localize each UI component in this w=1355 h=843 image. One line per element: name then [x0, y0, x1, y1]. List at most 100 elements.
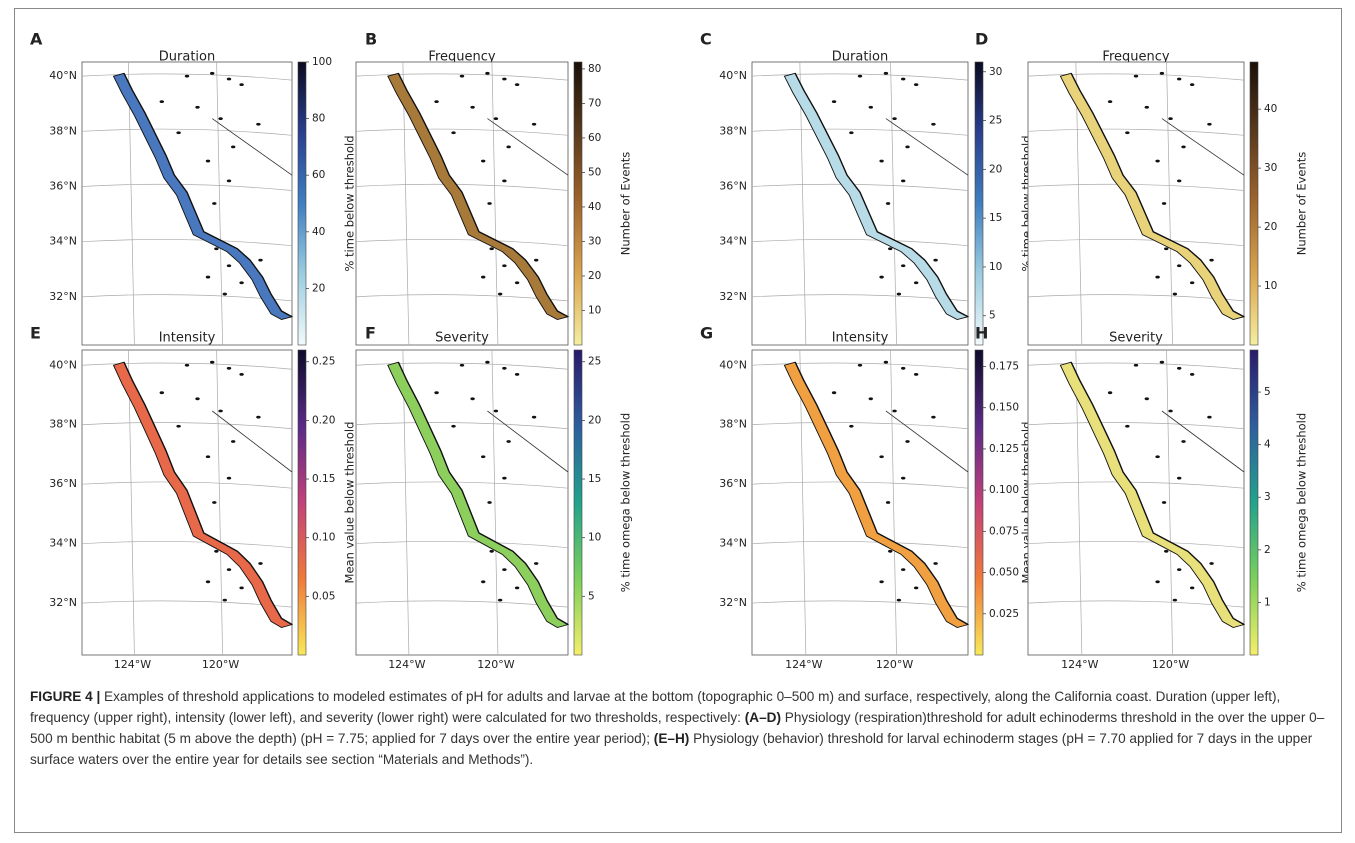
- lon-label: 124°W: [1061, 658, 1098, 671]
- panel: C Duration 40°N 38°N 36°N 34°N 32°N 5 10 15 20 25 30…: [700, 30, 1034, 346]
- lat-label: 38°N: [719, 124, 747, 137]
- graticule-line: [216, 61, 223, 346]
- panel-letter: H: [975, 324, 988, 343]
- colorbar-tick-label: 10: [1264, 280, 1277, 292]
- colorbar-tick-label: 5: [989, 310, 996, 322]
- graticule-line: [355, 541, 569, 549]
- island: [831, 100, 837, 104]
- island: [901, 264, 906, 268]
- graticule-line: [1027, 73, 1245, 81]
- caption-part-label: (E–H): [653, 731, 690, 746]
- graticule-line: [751, 541, 969, 549]
- panel: G Intensity 40°N 38°N 36°N 34°N 32°N 124°W 120°W…: [700, 324, 1034, 672]
- lon-label: 124°W: [785, 658, 822, 671]
- colorbar-label: Number of Events: [1295, 152, 1309, 256]
- lat-label: 40°N: [719, 69, 747, 82]
- island: [502, 568, 507, 571]
- island: [176, 131, 181, 135]
- island: [1155, 159, 1160, 163]
- graticule-line: [890, 61, 897, 346]
- colorbar-tick-label: 0.10: [312, 532, 335, 544]
- graticule-line: [81, 362, 293, 370]
- island: [901, 77, 906, 81]
- island: [210, 360, 215, 364]
- island: [534, 258, 539, 262]
- lat-label: 32°N: [49, 290, 77, 303]
- graticule-line: [128, 61, 135, 346]
- colorbar-tick-label: 25: [989, 115, 1002, 127]
- graticule-line: [128, 349, 135, 656]
- colorbar: [573, 349, 583, 656]
- island: [514, 281, 520, 285]
- graticule-line: [1027, 481, 1245, 489]
- island: [896, 292, 902, 296]
- colorbar: [573, 61, 583, 346]
- island: [514, 586, 520, 590]
- island: [184, 363, 190, 367]
- island: [493, 117, 499, 120]
- island: [1181, 440, 1186, 443]
- coastline: [397, 73, 569, 318]
- island: [218, 409, 223, 413]
- panel-title: Intensity: [832, 331, 889, 346]
- island: [205, 580, 211, 584]
- colorbar-tick-label: 10: [588, 532, 601, 544]
- lat-label: 36°N: [719, 180, 747, 193]
- island: [451, 131, 456, 135]
- island: [901, 476, 906, 480]
- island: [502, 77, 507, 81]
- island: [857, 74, 863, 78]
- island: [481, 159, 486, 163]
- graticule-line: [1166, 61, 1173, 346]
- graticule-line: [1027, 128, 1245, 136]
- graticule-line: [751, 73, 969, 81]
- state-border: [1161, 118, 1245, 176]
- island: [885, 501, 891, 504]
- coastline: [1070, 361, 1245, 626]
- lat-label: 32°N: [719, 290, 747, 303]
- island: [434, 100, 439, 104]
- colorbar-tick-label: 0.050: [989, 567, 1019, 579]
- island: [451, 424, 456, 428]
- colorbar-tick-label: 20: [989, 163, 1002, 175]
- graticule-line: [216, 349, 223, 656]
- island: [195, 105, 200, 109]
- island: [226, 568, 232, 571]
- caption: FIGURE 4 | Examples of threshold applica…: [30, 686, 1330, 770]
- island: [239, 373, 244, 376]
- colorbar-tick-label: 20: [312, 282, 325, 294]
- island: [888, 247, 893, 251]
- island: [222, 598, 227, 602]
- island: [1189, 83, 1195, 87]
- island: [239, 281, 244, 285]
- lon-label: 120°W: [477, 658, 514, 671]
- island: [1177, 568, 1182, 571]
- island: [212, 202, 217, 205]
- island: [195, 397, 200, 401]
- graticule-line: [491, 61, 499, 346]
- colorbar-tick-label: 0.100: [989, 484, 1019, 496]
- caption-text: Physiology (behavior) threshold for larv…: [30, 731, 1313, 767]
- lon-label: 120°W: [202, 658, 239, 671]
- island: [913, 586, 919, 590]
- island: [1155, 275, 1160, 279]
- colorbar-tick-label: 0.05: [312, 590, 335, 602]
- graticule-line: [751, 481, 969, 489]
- coastline: [794, 73, 969, 318]
- colorbar-tick-label: 100: [312, 56, 332, 68]
- panel: B Frequency 10 20 30 40 50 60 70 80 Number of Even…: [355, 30, 633, 346]
- island: [1177, 476, 1182, 480]
- colorbar-tick-label: 0.125: [989, 443, 1019, 455]
- colorbar: [297, 349, 307, 656]
- island: [831, 391, 837, 395]
- state-border: [487, 118, 569, 176]
- island: [184, 74, 190, 78]
- island: [1168, 117, 1173, 120]
- island: [1155, 580, 1160, 584]
- island: [258, 562, 263, 565]
- island: [1189, 586, 1195, 590]
- island: [226, 366, 232, 370]
- state-border: [885, 118, 969, 176]
- island: [1155, 455, 1160, 459]
- colorbar-tick-label: 5: [1264, 386, 1271, 398]
